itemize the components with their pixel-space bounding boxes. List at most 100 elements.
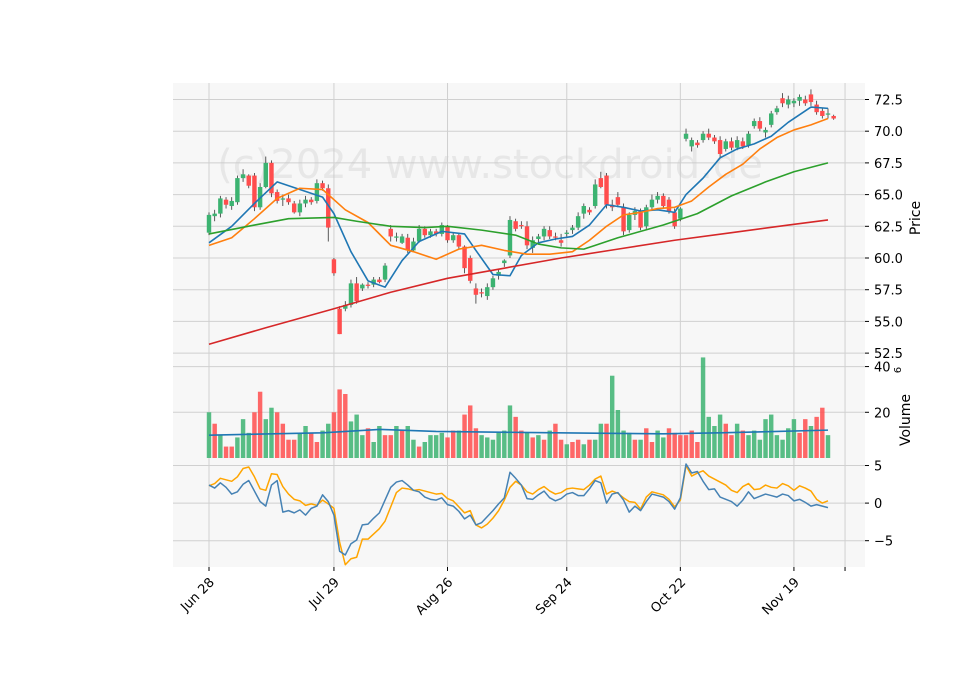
- candle: [592, 179, 598, 209]
- volume-bar: [416, 446, 422, 458]
- volume-bar: [700, 357, 706, 458]
- candle-body: [723, 141, 728, 149]
- oscillator-y-tick-label: 5: [874, 460, 882, 475]
- price-y-tick-label: 55.0: [874, 315, 903, 330]
- candle-body: [803, 99, 808, 104]
- volume-bar: [360, 435, 365, 458]
- candle: [541, 226, 547, 241]
- candle-body: [445, 226, 450, 241]
- volume-bar: [269, 407, 274, 458]
- volume-bar: [212, 423, 217, 458]
- candle: [269, 160, 274, 198]
- panel-bg-osc: [173, 458, 865, 567]
- price-y-tick-label: 57.5: [874, 284, 903, 299]
- candle: [297, 199, 303, 217]
- candle-body: [536, 236, 541, 239]
- candle: [797, 94, 802, 106]
- candle-body: [604, 175, 609, 205]
- volume-bar: [649, 442, 655, 458]
- candle: [831, 114, 836, 120]
- candle: [820, 108, 825, 119]
- candle-body: [394, 236, 399, 238]
- candle-body: [808, 94, 814, 103]
- volume-average: [208, 428, 829, 436]
- volume-bar: [382, 435, 388, 458]
- candle-body: [212, 213, 217, 217]
- candle: [229, 197, 234, 210]
- candle-body: [388, 228, 393, 237]
- candle-body: [712, 137, 717, 142]
- volume-bar: [712, 426, 717, 458]
- candle-body: [530, 240, 535, 248]
- candle: [808, 89, 814, 106]
- volume-bar: [456, 430, 462, 458]
- candle: [218, 195, 223, 218]
- candle-body: [768, 113, 774, 125]
- candle: [286, 194, 291, 205]
- candle-body: [337, 308, 342, 335]
- candle-body: [229, 200, 234, 207]
- candle-body: [218, 198, 223, 214]
- candle-body: [439, 225, 445, 234]
- candle-body: [592, 184, 598, 207]
- candle-body: [706, 133, 711, 138]
- candle: [791, 98, 797, 108]
- volume-bar: [274, 412, 280, 458]
- candle-body: [240, 174, 246, 179]
- candle-body: [786, 99, 791, 105]
- volume-bar: [490, 439, 496, 458]
- candle-body: [320, 183, 325, 189]
- candle: [252, 173, 257, 212]
- candle: [627, 212, 632, 233]
- candle-body: [615, 197, 621, 205]
- candle-body: [365, 284, 371, 286]
- candle: [661, 193, 666, 209]
- candle-body: [473, 288, 479, 295]
- volume-bar: [825, 435, 831, 458]
- candle-body: [757, 121, 763, 129]
- volume-bar: [326, 423, 331, 458]
- candle-body: [729, 141, 734, 148]
- volume-bar: [808, 426, 814, 458]
- candle-body: [700, 133, 706, 141]
- candle-body: [751, 121, 757, 127]
- volume-bar: [246, 432, 251, 458]
- volume-bar: [786, 428, 791, 458]
- candle: [365, 282, 371, 289]
- candle: [354, 277, 359, 304]
- candle-body: [524, 226, 530, 246]
- volume-bar: [354, 414, 359, 458]
- volume-bar: [240, 419, 246, 458]
- moving-average-line: [208, 162, 829, 250]
- candle-body: [678, 208, 683, 219]
- candle-body: [519, 225, 524, 227]
- volume-bar: [627, 432, 632, 458]
- candle-body: [661, 195, 666, 207]
- volume-bar: [473, 428, 479, 458]
- volume-bar: [235, 437, 240, 458]
- candle-body: [570, 227, 575, 231]
- volume-bar: [320, 430, 325, 458]
- candle-body: [587, 209, 592, 213]
- candle: [411, 237, 416, 252]
- moving-average-lines: [208, 106, 829, 346]
- candle-body: [348, 283, 354, 305]
- candle: [235, 175, 240, 205]
- candle: [700, 131, 706, 143]
- candle-body: [695, 142, 700, 146]
- oscillator-signal-line: [208, 464, 829, 566]
- candle: [309, 197, 314, 205]
- price-y-tick-label: 62.5: [874, 220, 903, 235]
- volume-bar: [314, 442, 320, 458]
- volume-bar: [820, 407, 825, 458]
- volume-bar: [746, 435, 751, 458]
- candle-body: [831, 115, 836, 119]
- volume-bar: [564, 444, 569, 458]
- candle: [240, 169, 246, 182]
- volume-bar: [513, 416, 518, 458]
- candle-body: [820, 110, 825, 116]
- volume-bar: [530, 437, 535, 458]
- volume-bar: [791, 419, 797, 458]
- candle: [331, 258, 337, 276]
- panel-backgrounds: [173, 83, 865, 567]
